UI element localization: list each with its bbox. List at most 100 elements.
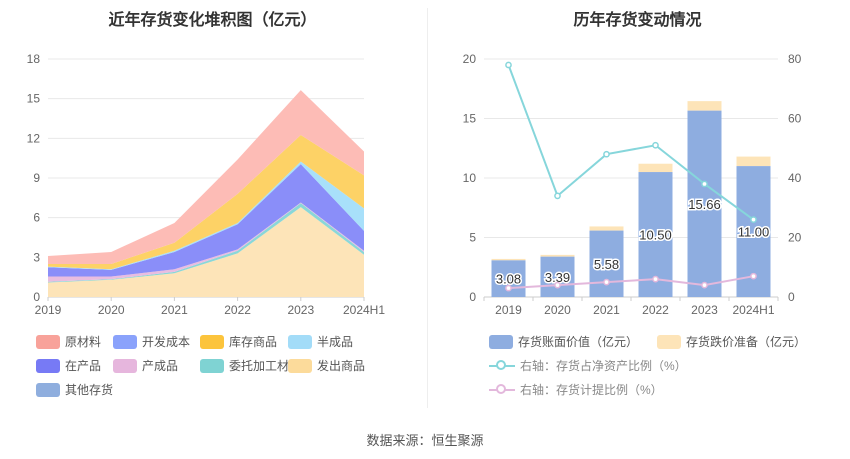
- left-y-tick-label: 9: [33, 171, 40, 185]
- line-ratio-net-assets: [507, 64, 755, 221]
- point-provision-ratio: [652, 275, 659, 283]
- right-legend-item[interactable]: 存货跌价准备（亿元）: [657, 333, 806, 350]
- legend-swatch: [113, 358, 137, 373]
- bar-data-label: 15.66: [688, 197, 721, 212]
- legend-label: 产成品: [142, 359, 179, 373]
- left-x-tick-label: 2021: [161, 303, 188, 317]
- bar-data-label: 3.08: [496, 272, 521, 287]
- right-legend-item[interactable]: 右轴：存货计提比例（%）: [489, 381, 663, 398]
- left-legend-item[interactable]: 在产品: [36, 357, 101, 374]
- right-x-tick-label: 2019: [495, 303, 522, 317]
- point-ratio-net-assets: [554, 192, 561, 200]
- left-legend-item[interactable]: 其他存货: [36, 381, 113, 398]
- legend-swatch: [36, 382, 60, 397]
- left-legend-item[interactable]: 半成品: [288, 333, 353, 350]
- left-legend-item[interactable]: 开发成本: [113, 333, 190, 350]
- area-series-库存商品: [48, 135, 364, 270]
- legend-swatch: [288, 334, 312, 349]
- left-y-tick-label: 6: [33, 211, 40, 225]
- data-source-note: 数据来源：恒生聚源: [366, 433, 484, 448]
- bar-data-label: 11.00: [738, 225, 770, 240]
- point-provision-ratio: [750, 272, 757, 280]
- legend-label: 存货账面价值（亿元）: [518, 335, 639, 349]
- point-provision-ratio: [505, 284, 512, 292]
- legend-label: 委托加工材料: [229, 359, 302, 373]
- right-x-tick-label: 2021: [593, 303, 620, 317]
- legend-swatch: [489, 383, 515, 397]
- left-y-tick-label: 3: [33, 250, 40, 264]
- right-x-tick-label: 2023: [691, 303, 718, 317]
- left-y-tick-label: 12: [27, 131, 41, 145]
- left-y-tick-label: 0: [33, 290, 40, 304]
- area-series-原材料: [48, 90, 364, 264]
- point-ratio-net-assets: [750, 216, 757, 223]
- area-series-在产品: [48, 164, 364, 277]
- right-y2-tick-label: 0: [788, 290, 795, 304]
- bar-data-label: 5.58: [594, 257, 619, 272]
- point-provision-ratio: [603, 278, 610, 286]
- point-ratio-net-assets: [652, 141, 659, 149]
- left-legend-item[interactable]: 产成品: [113, 357, 178, 374]
- legend-label: 其他存货: [65, 383, 114, 397]
- right-y2-tick-label: 20: [788, 231, 802, 245]
- point-provision-ratio: [701, 281, 708, 289]
- panel-divider: [427, 8, 428, 408]
- right-y-tick-label: 0: [469, 290, 476, 304]
- legend-swatch: [200, 334, 224, 349]
- legend-swatch: [288, 358, 312, 373]
- right-legend-item[interactable]: 存货账面价值（亿元）: [489, 333, 638, 350]
- left-y-tick-label: 18: [27, 52, 41, 66]
- right-y-tick-label: 20: [463, 52, 477, 66]
- left-x-tick-label: 2019: [35, 303, 62, 317]
- bar-book-value: [540, 256, 575, 297]
- left-legend-item[interactable]: 委托加工材料: [200, 357, 301, 374]
- right-y2-tick-label: 80: [788, 52, 802, 66]
- bar-impairment: [736, 156, 771, 167]
- right-y-tick-label: 15: [463, 112, 477, 126]
- legend-label: 发出商品: [317, 359, 366, 373]
- bar-impairment: [589, 226, 624, 231]
- legend-swatch: [113, 334, 137, 349]
- bar-book-value: [687, 110, 722, 297]
- left-x-tick-label: 2020: [98, 303, 125, 317]
- area-series-发出商品: [48, 207, 364, 297]
- point-ratio-net-assets: [603, 150, 610, 158]
- bar-impairment: [491, 258, 526, 261]
- point-ratio-net-assets: [505, 61, 512, 69]
- point-provision-ratio: [554, 281, 561, 289]
- right-y2-tick-label: 40: [788, 171, 802, 185]
- right-y-tick-label: 10: [463, 171, 477, 185]
- bar-book-value: [589, 230, 624, 297]
- left-x-tick-label: 2024H1: [343, 303, 385, 317]
- bar-data-label: 10.50: [639, 228, 672, 243]
- left-y-tick-label: 15: [27, 92, 41, 106]
- right-x-tick-label: 2024H1: [732, 303, 774, 317]
- right-y2-tick-label: 60: [788, 112, 802, 126]
- legend-label: 存货跌价准备（亿元）: [686, 335, 807, 349]
- legend-swatch: [36, 358, 60, 373]
- legend-label: 原材料: [65, 335, 102, 349]
- right-legend-item[interactable]: 右轴：存货占净资产比例（%）: [489, 357, 687, 374]
- point-ratio-net-assets: [701, 180, 708, 188]
- legend-swatch: [36, 334, 60, 349]
- legend-label: 半成品: [317, 335, 354, 349]
- line-provision-ratio: [508, 275, 754, 290]
- legend-swatch: [489, 359, 515, 373]
- left-legend-item[interactable]: 库存商品: [200, 333, 277, 350]
- legend-label: 右轴：存货计提比例（%）: [520, 383, 663, 397]
- right-y-tick-label: 5: [469, 231, 476, 245]
- left-chart-title: 近年存货变化堆积图（亿元）: [108, 12, 317, 29]
- bar-impairment: [638, 163, 673, 173]
- legend-swatch: [657, 334, 681, 349]
- right-chart-title: 历年存货变动情况: [573, 12, 702, 29]
- bar-impairment: [687, 101, 722, 111]
- legend-label: 在产品: [65, 359, 102, 373]
- bar-data-label: 3.39: [545, 270, 570, 285]
- right-x-tick-label: 2020: [544, 303, 571, 317]
- left-x-tick-label: 2023: [287, 303, 314, 317]
- legend-label: 开发成本: [142, 335, 191, 349]
- left-legend-item[interactable]: 发出商品: [288, 357, 365, 374]
- right-x-tick-label: 2022: [642, 303, 669, 317]
- left-legend-item[interactable]: 原材料: [36, 333, 101, 350]
